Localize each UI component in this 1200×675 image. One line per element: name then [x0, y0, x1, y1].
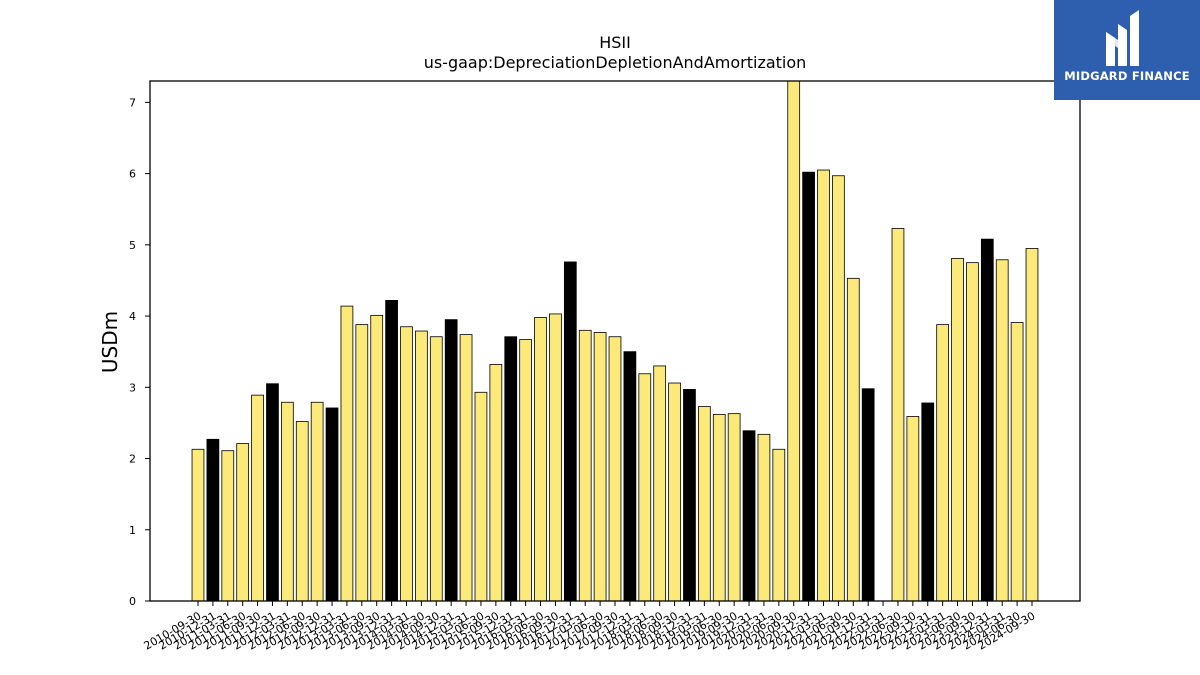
- bar-2019-12-31: [742, 430, 756, 602]
- chart-subtitle: us-gaap:DepreciationDepletionAndAmortiza…: [424, 53, 807, 72]
- bar-2017-03-31: [578, 329, 592, 602]
- bar-2016-12-31: [563, 261, 577, 602]
- y-tick-label: 7: [129, 96, 136, 109]
- y-tick-label: 6: [129, 168, 136, 181]
- bar-2020-06-30: [772, 448, 786, 602]
- bar-2020-03-31: [757, 433, 771, 602]
- bar-2012-06-30: [295, 421, 309, 602]
- y-tick-label: 3: [129, 381, 136, 394]
- y-tick-label: 2: [129, 453, 136, 466]
- bar-2022-06-30: [891, 228, 905, 602]
- bar-2013-03-31: [340, 305, 354, 602]
- bar-2022-09-30: [906, 416, 920, 602]
- y-tick-label: 1: [129, 524, 136, 537]
- bar-2018-12-31: [683, 389, 696, 602]
- bar-2011-09-30: [251, 394, 264, 602]
- y-tick-label: 5: [129, 239, 136, 252]
- bar-2020-12-31: [802, 171, 815, 602]
- bar-2013-09-30: [370, 314, 384, 602]
- bar-2019-03-31: [698, 406, 711, 602]
- bar-2018-09-30: [668, 382, 681, 602]
- bar-2013-12-31: [385, 299, 398, 602]
- bar-2021-09-30: [846, 277, 860, 602]
- bar-2024-09-30: [1025, 247, 1039, 602]
- brand-logo: MIDGARD FINANCE: [1054, 0, 1200, 100]
- bar-2015-06-30: [474, 391, 488, 602]
- bar-2023-12-31: [980, 238, 994, 602]
- bar-2017-06-30: [593, 332, 607, 602]
- bar-2010-12-31: [206, 438, 220, 602]
- plot-frame: [149, 80, 1081, 602]
- bar-2019-06-30: [712, 413, 726, 602]
- bar-2011-03-31: [221, 450, 235, 602]
- y-axis-label: USDm: [98, 311, 122, 373]
- brand-mark-icon: [1106, 10, 1139, 66]
- bar-2018-06-30: [653, 365, 667, 602]
- bar-2022-12-31: [921, 402, 935, 602]
- bar-2023-06-30: [951, 257, 964, 602]
- bar-2010-09-30: [191, 448, 205, 602]
- y-tick-label: 4: [129, 310, 136, 323]
- x-axis: 2010-09-302010-12-312011-03-312011-06-30…: [142, 601, 1038, 653]
- y-axis: 0 1 2 3 4 5 6 7: [129, 96, 150, 608]
- bar-2016-03-31: [519, 339, 533, 602]
- bar-2021-06-30: [832, 175, 845, 602]
- bar-2023-03-31: [936, 324, 950, 602]
- bar-2016-09-30: [549, 313, 562, 602]
- bar-2013-06-30: [355, 324, 369, 602]
- bar-2019-09-30: [727, 413, 741, 602]
- bar-2017-12-31: [623, 351, 637, 602]
- y-tick-label: 0: [129, 595, 136, 608]
- bar-2023-09-30: [966, 262, 979, 602]
- bar-2014-12-31: [444, 319, 458, 602]
- bar-2024-03-31: [995, 259, 1009, 602]
- bars-group: [191, 80, 1039, 602]
- bar-2018-03-31: [638, 373, 652, 602]
- bar-2021-12-31: [861, 388, 875, 602]
- bar-2014-06-30: [415, 330, 428, 602]
- bar-2014-09-30: [429, 336, 443, 602]
- bar-2015-09-30: [489, 364, 503, 602]
- bar-2011-12-31: [266, 383, 279, 602]
- chart-title: HSII: [599, 33, 631, 52]
- bar-2021-03-31: [817, 169, 830, 602]
- bar-2017-09-30: [608, 336, 622, 602]
- bar-2024-06-30: [1010, 322, 1024, 602]
- bar-2012-12-31: [325, 407, 339, 602]
- bar-2012-03-31: [280, 401, 294, 602]
- bar-2014-03-31: [400, 326, 413, 602]
- bar-2012-09-30: [310, 401, 324, 602]
- bar-2011-06-30: [236, 443, 250, 602]
- bar-2020-09-30: [787, 80, 801, 602]
- bar-2016-06-30: [534, 317, 547, 602]
- brand-name: MIDGARD FINANCE: [1064, 69, 1190, 83]
- bar-2015-03-31: [459, 334, 473, 602]
- bar-2015-12-31: [504, 336, 518, 602]
